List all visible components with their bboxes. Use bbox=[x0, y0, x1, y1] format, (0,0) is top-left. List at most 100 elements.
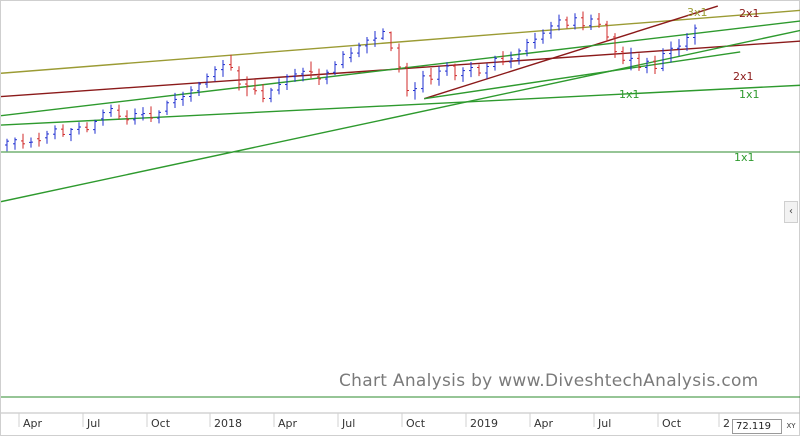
trendline-label: 2x1 bbox=[733, 70, 754, 83]
price-bar bbox=[309, 61, 313, 79]
price-bar bbox=[221, 60, 225, 77]
price-bar bbox=[157, 110, 161, 124]
price-bar bbox=[77, 122, 81, 135]
price-bar bbox=[605, 20, 609, 42]
price-bar bbox=[261, 84, 265, 103]
price-bar bbox=[181, 91, 185, 106]
xy-toggle-button[interactable]: XY bbox=[786, 422, 796, 430]
price-bar bbox=[565, 16, 569, 29]
price-bar bbox=[477, 64, 481, 77]
x-tick-label: Jul bbox=[86, 417, 100, 430]
price-bar bbox=[61, 124, 65, 137]
x-tick-label: Jul bbox=[341, 417, 355, 430]
price-bar bbox=[501, 51, 505, 66]
collapse-panel-button[interactable]: ‹ bbox=[784, 201, 798, 223]
price-bar bbox=[389, 31, 393, 52]
price-bar bbox=[661, 48, 665, 72]
watermark-text: Chart Analysis by www.DiveshtechAnalysis… bbox=[339, 371, 759, 391]
price-bar bbox=[573, 13, 577, 30]
price-bar bbox=[445, 62, 449, 76]
price-bar bbox=[429, 67, 433, 85]
price-bar bbox=[189, 86, 193, 102]
x-tick-label: 2018 bbox=[214, 417, 242, 430]
price-bar bbox=[533, 32, 537, 49]
price-bar bbox=[597, 13, 601, 28]
price-bar bbox=[93, 119, 97, 134]
price-bar bbox=[325, 69, 329, 85]
price-bar bbox=[613, 33, 617, 58]
x-tick-label: 2 bbox=[723, 417, 730, 430]
x-tick-label: Jul bbox=[597, 417, 611, 430]
price-bar bbox=[237, 66, 241, 91]
price-bar bbox=[493, 55, 497, 71]
price-bar bbox=[213, 66, 217, 82]
price-bar bbox=[253, 79, 257, 95]
trendline-label: 1x1 bbox=[619, 88, 640, 101]
x-tick-label: 2019 bbox=[470, 417, 498, 430]
price-bar bbox=[21, 133, 25, 149]
x-axis: Apr Jul Oct 2018 Apr Jul Oct 2019 Apr Jul Oct 2 bbox=[18, 413, 730, 430]
price-bar bbox=[125, 110, 129, 125]
price-bar bbox=[133, 108, 137, 125]
x-tick-label: Apr bbox=[534, 417, 554, 430]
price-bar bbox=[317, 68, 321, 85]
trendline-0 bbox=[1, 9, 800, 74]
baselines bbox=[1, 151, 800, 414]
price-bar bbox=[589, 14, 593, 31]
price-bar bbox=[541, 29, 545, 44]
price-bar bbox=[109, 104, 113, 117]
price-bar bbox=[461, 67, 465, 82]
price-bar bbox=[365, 37, 369, 54]
x-tick-label: Apr bbox=[23, 417, 43, 430]
price-bar bbox=[269, 87, 273, 103]
price-bar bbox=[677, 39, 681, 56]
price-bars bbox=[5, 11, 697, 152]
price-bar bbox=[645, 57, 649, 74]
x-tick-label: Apr bbox=[278, 417, 298, 430]
price-bar bbox=[117, 104, 121, 120]
x-tick-label: Oct bbox=[406, 417, 426, 430]
price-bar bbox=[333, 61, 337, 76]
price-bar bbox=[13, 137, 17, 150]
price-bar bbox=[453, 63, 457, 81]
price-bar bbox=[277, 78, 281, 95]
price-bar bbox=[141, 107, 145, 121]
price-bar bbox=[5, 138, 9, 152]
price-bar bbox=[101, 109, 105, 126]
price-bar bbox=[197, 81, 201, 97]
price-bar bbox=[349, 47, 353, 63]
trendline-labels: 3x1 2x1 2x1 1x1 1x1 1x1 bbox=[619, 6, 760, 164]
price-bar bbox=[629, 47, 633, 71]
trendline-label: 2x1 bbox=[739, 7, 760, 20]
price-bar bbox=[357, 42, 361, 58]
price-bar bbox=[229, 54, 233, 71]
price-bar bbox=[469, 61, 473, 78]
price-bar bbox=[653, 55, 657, 74]
price-bar bbox=[293, 68, 297, 82]
price-bar bbox=[301, 67, 305, 82]
trendline-label: 1x1 bbox=[739, 88, 760, 101]
price-bar bbox=[413, 82, 417, 100]
trendline-label: 1x1 bbox=[734, 151, 755, 164]
price-bar bbox=[549, 21, 553, 39]
trendline-label: 3x1 bbox=[687, 6, 708, 19]
price-bar bbox=[621, 46, 625, 65]
x-tick-label: Oct bbox=[662, 417, 682, 430]
last-price-readout: 72.119 bbox=[732, 419, 782, 434]
trendline-4 bbox=[1, 29, 800, 203]
price-bar bbox=[437, 66, 441, 86]
price-bar bbox=[53, 125, 57, 140]
price-bar bbox=[173, 92, 177, 109]
price-bar bbox=[669, 41, 673, 63]
price-bar bbox=[381, 28, 385, 40]
price-bar bbox=[205, 73, 209, 88]
trendline-5 bbox=[424, 51, 741, 100]
price-bar bbox=[69, 127, 73, 142]
price-bar bbox=[373, 31, 377, 47]
price-bar bbox=[421, 70, 425, 93]
price-bar bbox=[485, 63, 489, 79]
price-bar bbox=[29, 137, 33, 148]
trendline-3 bbox=[1, 20, 800, 117]
